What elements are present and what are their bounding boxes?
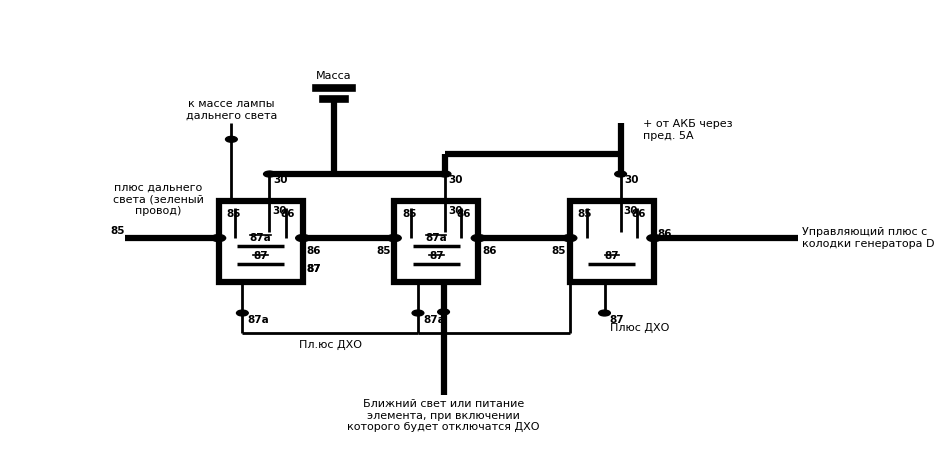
Text: 87a: 87a	[423, 315, 445, 325]
Circle shape	[647, 235, 661, 242]
Bar	[219, 201, 303, 282]
Text: 87: 87	[307, 264, 321, 274]
Circle shape	[387, 235, 401, 242]
Text: 85: 85	[578, 209, 592, 218]
Text: 85: 85	[402, 209, 416, 218]
Text: Управляющий плюс с
колодки генератора D: Управляющий плюс с колодки генератора D	[802, 227, 935, 249]
Text: 30: 30	[448, 174, 464, 184]
Text: 86: 86	[632, 209, 646, 218]
Text: 87: 87	[604, 251, 619, 261]
Text: Плюс ДХО: Плюс ДХО	[610, 323, 669, 333]
Text: Ближний свет или питание
элемента, при включении
которого будет отключатся ДХО: Ближний свет или питание элемента, при в…	[347, 399, 540, 432]
Text: 87a: 87a	[250, 233, 272, 243]
Circle shape	[615, 171, 627, 177]
Text: 30: 30	[624, 206, 638, 216]
Circle shape	[439, 171, 451, 177]
Circle shape	[226, 136, 237, 142]
Text: 87: 87	[307, 264, 321, 274]
Text: к массе лампы
дальнего света: к массе лампы дальнего света	[186, 99, 278, 121]
Text: 30: 30	[624, 174, 639, 184]
Text: 86: 86	[307, 246, 321, 256]
Text: 86: 86	[658, 228, 672, 238]
Text: 30: 30	[273, 206, 287, 216]
Text: плюс дальнего
света (зеленый
провод): плюс дальнего света (зеленый провод)	[112, 183, 204, 216]
Text: Масса: Масса	[316, 71, 351, 81]
Text: + от АКБ через
пред. 5А: + от АКБ через пред. 5А	[643, 119, 733, 141]
Circle shape	[563, 235, 577, 242]
Text: 87a: 87a	[247, 315, 269, 325]
Text: 85: 85	[227, 209, 241, 218]
Circle shape	[438, 309, 449, 315]
Text: 85: 85	[551, 246, 566, 256]
Text: 87: 87	[429, 251, 444, 261]
Text: 87: 87	[610, 315, 624, 325]
Circle shape	[295, 235, 310, 242]
Text: 30: 30	[273, 174, 288, 184]
Circle shape	[237, 310, 248, 316]
Bar	[395, 201, 479, 282]
Circle shape	[211, 235, 226, 242]
Text: 85: 85	[376, 246, 391, 256]
Text: 85: 85	[110, 226, 126, 236]
Text: 87: 87	[253, 251, 268, 261]
Circle shape	[263, 171, 276, 177]
Text: 87a: 87a	[426, 233, 447, 243]
Circle shape	[413, 310, 424, 316]
Text: 30: 30	[448, 206, 463, 216]
Text: Пл.юс ДХО: Пл.юс ДХО	[298, 340, 362, 350]
Circle shape	[471, 235, 485, 242]
Bar	[570, 201, 654, 282]
Text: 86: 86	[456, 209, 470, 218]
Circle shape	[598, 310, 611, 316]
Text: 86: 86	[482, 246, 497, 256]
Text: 86: 86	[280, 209, 295, 218]
